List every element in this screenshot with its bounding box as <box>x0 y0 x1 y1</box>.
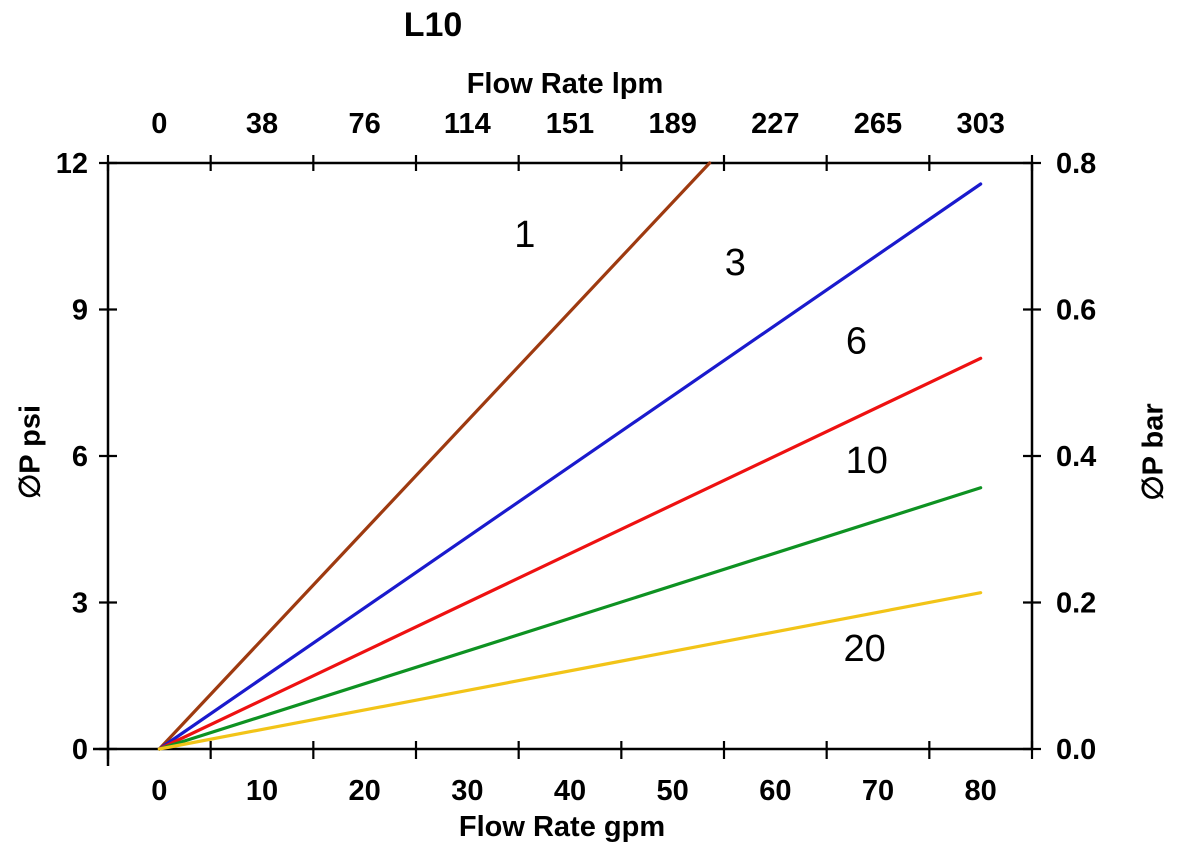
left-tick-label: 3 <box>72 588 88 620</box>
top-tick-label: 114 <box>444 108 491 140</box>
right-tick-label: 0.8 <box>1056 148 1096 180</box>
top-tick-label: 189 <box>648 108 696 140</box>
series-label-1: 1 <box>514 214 535 256</box>
bottom-tick-label: 20 <box>349 775 381 807</box>
left-tick-label: 0 <box>72 734 88 766</box>
left-tick-label: 6 <box>72 441 88 473</box>
bottom-tick-label: 40 <box>554 775 586 807</box>
series-line-20 <box>157 591 983 751</box>
series-label-6: 6 <box>846 320 867 362</box>
series-label-20: 20 <box>844 628 886 670</box>
left-tick-label: 12 <box>56 148 88 180</box>
top-tick-label: 76 <box>349 108 381 140</box>
bottom-tick-label: 30 <box>451 775 483 807</box>
bottom-tick-label: 60 <box>759 775 791 807</box>
series-label-10: 10 <box>846 440 888 482</box>
top-tick-label: 38 <box>246 108 278 140</box>
top-tick-label: 265 <box>854 108 902 140</box>
top-tick-label: 227 <box>751 108 799 140</box>
series-label-3: 3 <box>725 242 746 284</box>
top-axis-title: Flow Rate lpm <box>466 68 664 100</box>
bottom-axis-title: Flow Rate gpm <box>458 811 666 843</box>
bottom-tick-label: 70 <box>862 775 894 807</box>
right-tick-label: 0.6 <box>1056 295 1096 327</box>
series-line-1 <box>157 161 712 751</box>
bottom-tick-label: 50 <box>657 775 689 807</box>
left-tick-label: 9 <box>72 295 88 327</box>
top-tick-label: 303 <box>956 108 1004 140</box>
top-tick-label: 0 <box>151 108 167 140</box>
chart-title: L10 <box>403 6 463 44</box>
right-tick-label: 0.0 <box>1056 734 1096 766</box>
plot-frame <box>106 161 1034 751</box>
bottom-tick-label: 10 <box>246 775 278 807</box>
bottom-tick-label: 0 <box>151 775 167 807</box>
series-line-3 <box>157 182 983 751</box>
series-line-6 <box>157 356 983 751</box>
right-tick-label: 0.4 <box>1056 441 1096 473</box>
series-line-10 <box>157 486 983 751</box>
top-tick-label: 151 <box>546 108 594 140</box>
bottom-tick-label: 80 <box>965 775 997 807</box>
right-tick-label: 0.2 <box>1056 588 1096 620</box>
